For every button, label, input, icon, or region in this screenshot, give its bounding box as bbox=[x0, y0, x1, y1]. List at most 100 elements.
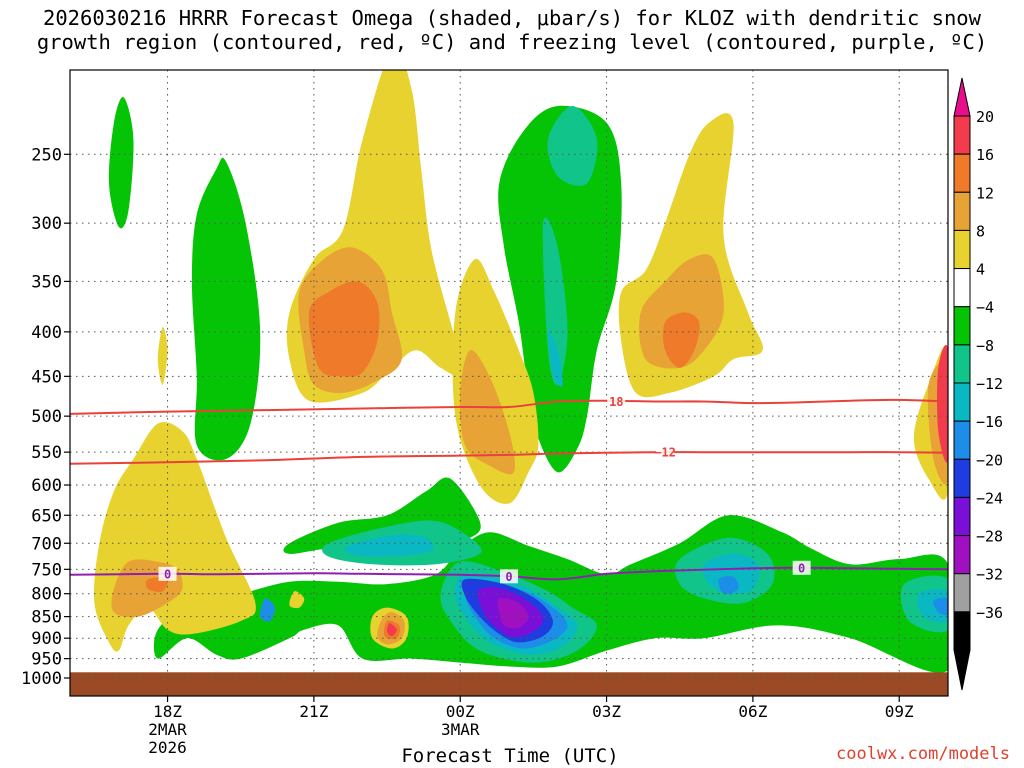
x-tick-label-00Z: 00Z bbox=[446, 702, 475, 721]
x-tick-sublabel-18Z: 2MAR bbox=[148, 720, 187, 739]
contour-label-bg-3 bbox=[500, 569, 518, 584]
colorbar-swatch-1 bbox=[953, 153, 971, 193]
y-tick-label-700: 700 bbox=[31, 534, 62, 554]
y-tick-label-300: 300 bbox=[31, 214, 62, 234]
colorbar-label-5: −4 bbox=[976, 299, 994, 317]
colorbar-label-1: 16 bbox=[976, 146, 994, 164]
colorbar-swatch-10 bbox=[953, 496, 971, 537]
colorbar-swatch-2 bbox=[953, 191, 971, 231]
colorbar-swatch-8 bbox=[953, 420, 971, 460]
contour-label-bg-1 bbox=[656, 445, 675, 460]
colorbar-label-0: 20 bbox=[976, 108, 994, 126]
chart-title: 2026030216 HRRR Forecast Omega (shaded, … bbox=[0, 6, 1024, 54]
y-tick-label-350: 350 bbox=[31, 272, 62, 292]
contour-label-3: 0 bbox=[505, 570, 512, 584]
x-tick-label-21Z: 21Z bbox=[299, 702, 328, 721]
site-credit: coolwx.com/models bbox=[836, 744, 1010, 764]
y-tick-label-250: 250 bbox=[31, 145, 62, 165]
omega-region-neg4-1 bbox=[191, 157, 261, 461]
omega-region-neg16-1 bbox=[260, 598, 276, 622]
contour-dgz-12 bbox=[70, 451, 948, 465]
omega-region-4-5 bbox=[157, 326, 168, 385]
colorbar-bottom-cap bbox=[953, 649, 971, 691]
omega-region-8-2 bbox=[639, 254, 724, 369]
plot-frame bbox=[69, 69, 949, 697]
omega-region-neg4-0 bbox=[108, 96, 134, 229]
ground-layer bbox=[70, 672, 948, 696]
colorbar-top-cap bbox=[953, 77, 971, 117]
colorbar-label-13: −36 bbox=[976, 604, 1003, 622]
y-tick-label-600: 600 bbox=[31, 476, 62, 496]
ground-below-surface bbox=[70, 672, 948, 696]
omega-region-neg12-0 bbox=[344, 534, 434, 557]
x-tick-sublabel-00Z: 3MAR bbox=[441, 720, 480, 739]
omega-region-12-0 bbox=[308, 281, 380, 377]
colorbar-label-6: −8 bbox=[976, 337, 994, 355]
colorbar: 20 16 12 8 4 −4 −8 −12 −16 −20 −24 −28 −32 −36 bbox=[953, 77, 1003, 691]
colorbar-label-7: −12 bbox=[976, 375, 1003, 393]
y-tick-label-500: 500 bbox=[31, 407, 62, 427]
omega-region-4-6 bbox=[289, 591, 305, 609]
colorbar-swatch-12 bbox=[953, 573, 971, 613]
omega-region-16-1 bbox=[386, 623, 397, 637]
contour-label-bg-4 bbox=[792, 560, 811, 575]
colorbar-label-12: −32 bbox=[976, 566, 1003, 584]
contour-lines bbox=[70, 398, 948, 581]
colorbar-swatch-9 bbox=[953, 458, 971, 498]
colorbar-swatch-5 bbox=[953, 306, 971, 346]
contour-labels: 18 −12 0 0 0 bbox=[158, 394, 811, 584]
y-tick-label-800: 800 bbox=[31, 585, 62, 605]
contour-label-bg-0 bbox=[607, 394, 626, 409]
y-axis: 250 300 350 400 450 500 550 600 650 700 750 800 850 9… bbox=[21, 145, 70, 689]
colorbar-swatch-13 bbox=[953, 611, 971, 651]
y-tick-label-950: 950 bbox=[31, 650, 62, 670]
x-tick-label-18Z: 18Z bbox=[153, 702, 182, 721]
omega-shaded-regions bbox=[93, 70, 948, 673]
colorbar-label-3: 8 bbox=[976, 222, 985, 240]
contour-label-2: 0 bbox=[164, 567, 171, 581]
contour-dgz-18 bbox=[70, 398, 948, 415]
x-tick-year-18Z: 2026 bbox=[148, 738, 187, 757]
omega-region-neg16-2 bbox=[718, 576, 739, 595]
omega-region-16-0 bbox=[937, 344, 948, 463]
colorbar-label-4: 4 bbox=[976, 261, 985, 279]
colorbar-swatch-6 bbox=[953, 344, 971, 384]
y-tick-label-550: 550 bbox=[31, 443, 62, 463]
colorbar-swatch-11 bbox=[953, 535, 971, 575]
colorbar-swatch-0 bbox=[953, 115, 971, 155]
colorbar-label-10: −24 bbox=[976, 489, 1003, 507]
y-tick-label-1000: 1000 bbox=[21, 669, 62, 689]
omega-region-neg28-0 bbox=[497, 598, 529, 629]
y-tick-label-400: 400 bbox=[31, 323, 62, 343]
chart-title-line-2: growth region (contoured, red, ºC) and f… bbox=[36, 30, 988, 54]
contour-label-bg-2 bbox=[158, 566, 177, 581]
colorbar-swatch-7 bbox=[953, 382, 971, 422]
colorbar-swatch-4 bbox=[953, 268, 971, 308]
contour-freezing-level bbox=[70, 566, 948, 581]
contour-label-1: −12 bbox=[654, 446, 676, 460]
colorbar-label-8: −16 bbox=[976, 413, 1003, 431]
colorbar-label-9: −20 bbox=[976, 451, 1003, 469]
colorbar-swatch-3 bbox=[953, 229, 971, 270]
y-tick-label-450: 450 bbox=[31, 367, 62, 387]
omega-region-neg8-4 bbox=[547, 106, 598, 187]
omega-region-neg12-4 bbox=[547, 331, 563, 387]
omega-region-12-2 bbox=[145, 577, 169, 592]
colorbar-label-2: 12 bbox=[976, 184, 994, 202]
colorbar-label-11: −28 bbox=[976, 528, 1003, 546]
x-tick-label-09Z: 09Z bbox=[885, 702, 914, 721]
omega-region-neg16-3 bbox=[933, 597, 948, 616]
y-tick-label-850: 850 bbox=[31, 608, 62, 628]
contour-label-0: 18 bbox=[609, 395, 623, 409]
y-tick-label-750: 750 bbox=[31, 560, 62, 580]
omega-region-neg12-3 bbox=[917, 588, 948, 623]
omega-region-8-1 bbox=[459, 349, 516, 475]
omega-region-neg12-2 bbox=[702, 553, 760, 594]
y-tick-label-650: 650 bbox=[31, 506, 62, 526]
chart-title-line-1: 2026030216 HRRR Forecast Omega (shaded, … bbox=[43, 6, 981, 30]
omega-region-4-0 bbox=[93, 421, 256, 652]
x-axis-label: Forecast Time (UTC) bbox=[401, 745, 619, 767]
x-tick-label-03Z: 03Z bbox=[592, 702, 621, 721]
